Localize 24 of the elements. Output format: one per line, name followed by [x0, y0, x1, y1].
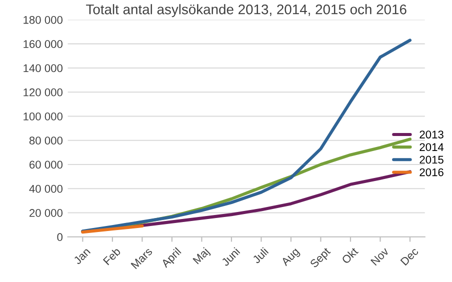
y-tick-label: 60 000: [30, 160, 63, 169]
x-tick-label: Juli: [252, 247, 269, 264]
x-tick-label: Aug: [280, 247, 302, 268]
y-tick-label: 20 000: [30, 209, 63, 217]
legend-label: 2013: [420, 130, 444, 138]
y-tick-label: 100 000: [24, 112, 63, 120]
x-tick-label: Maj: [192, 247, 212, 266]
y-tick-label: 80 000: [29, 136, 63, 145]
legend-label: 2015: [420, 156, 444, 164]
y-tick-label: 40 000: [29, 184, 63, 193]
chart-title: Totalt antal asylsökande 2013, 2014, 2015 och 2016: [86, 4, 406, 18]
y-tick-label: 0: [57, 233, 63, 242]
legend-label: 2014: [420, 143, 444, 152]
y-tick-label: 180 000: [24, 16, 63, 24]
x-tick-label: Nov: [370, 246, 390, 266]
line-series: [81, 38, 412, 233]
legend-label: 2016: [420, 168, 444, 176]
y-tick-label: 140 000: [24, 64, 63, 72]
x-tick-label: Dec: [400, 247, 419, 266]
x-tick-label: Okt: [341, 246, 359, 264]
x-tick-label: Jan: [73, 247, 91, 265]
x-tick-label: Feb: [102, 246, 121, 266]
y-tick-label: 160 000: [24, 40, 63, 48]
y-tick-label: 120 000: [24, 88, 63, 96]
